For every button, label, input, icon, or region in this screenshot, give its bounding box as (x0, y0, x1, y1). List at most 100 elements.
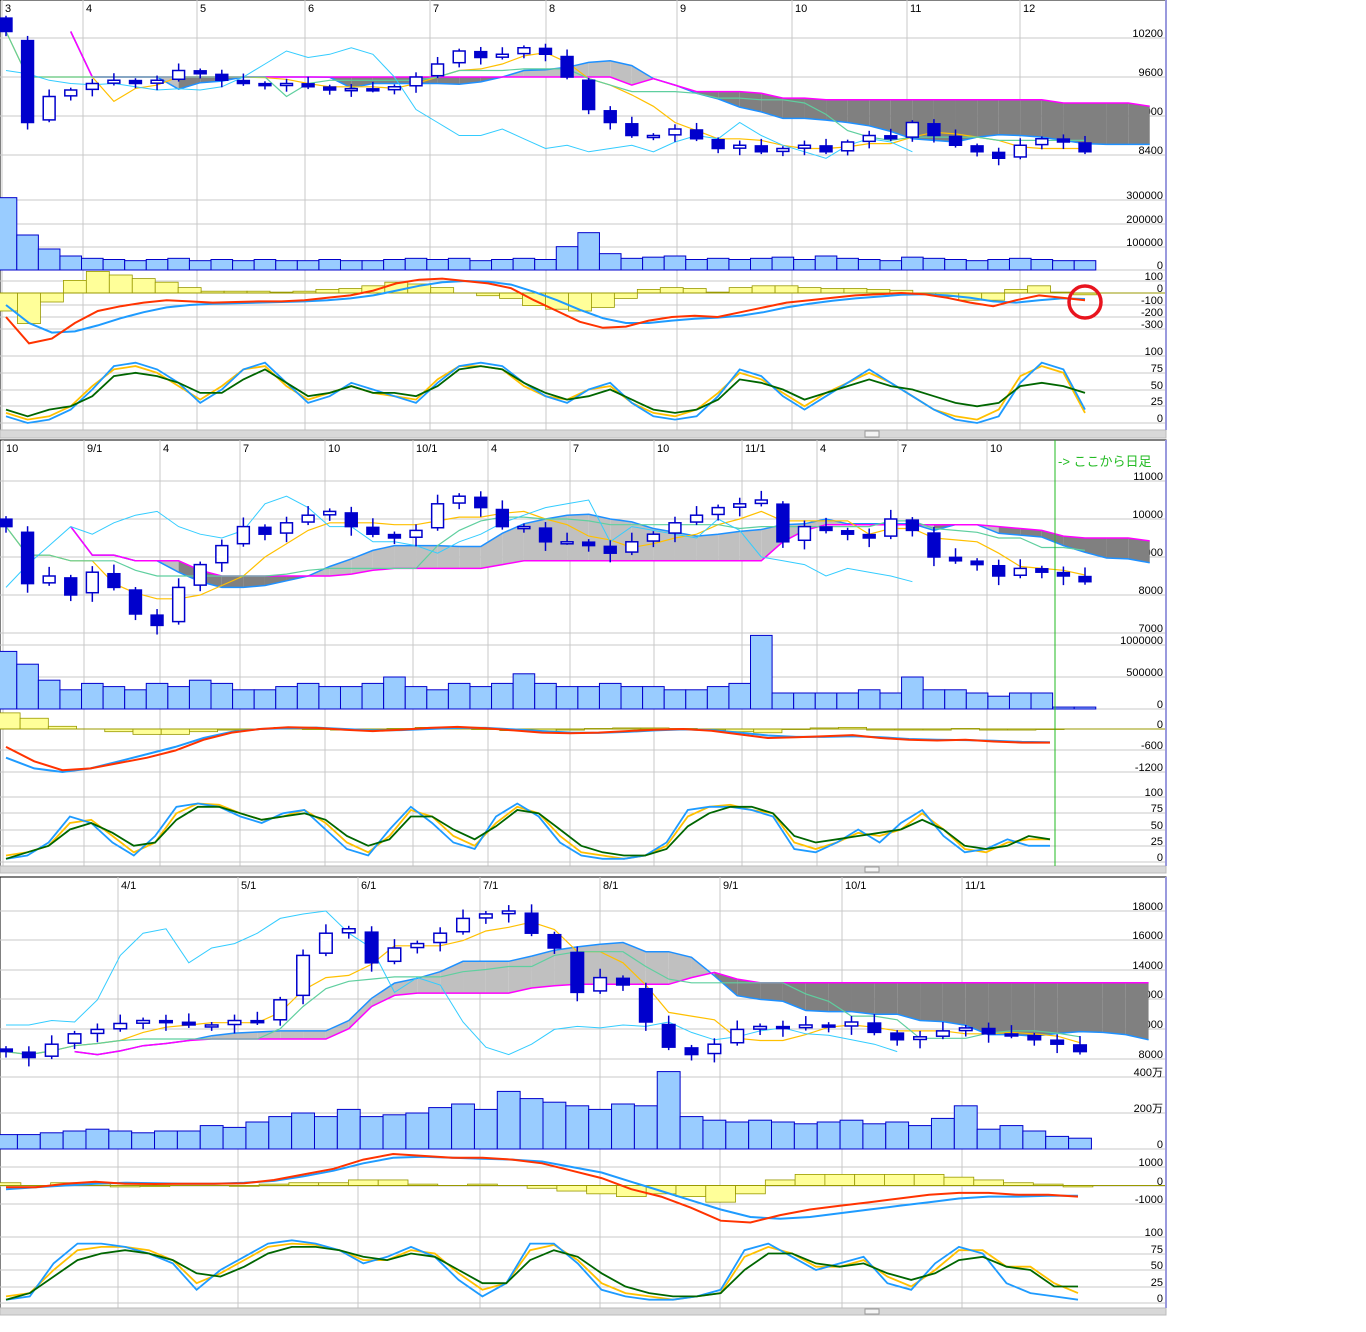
candle-body (821, 1024, 836, 1028)
slow-d-line (5, 805, 1051, 860)
candle-body (668, 522, 682, 534)
candlestick (433, 927, 448, 952)
candlestick (733, 140, 747, 156)
axis-tick-label: -600 (1141, 740, 1163, 752)
candlestick (711, 504, 725, 521)
volume-bar (426, 689, 449, 710)
date-label: 12 (1023, 3, 1035, 15)
candle-body (495, 508, 510, 528)
candle-body (20, 531, 35, 585)
scrollbar-thumb[interactable] (864, 866, 880, 873)
volume-bar (685, 689, 708, 710)
cloud-segment (502, 523, 524, 565)
candlestick (517, 45, 531, 59)
cloud-segment (1034, 982, 1058, 1037)
axis-tick-label: 200万 (1134, 1103, 1163, 1115)
cloud-segment (897, 982, 921, 1021)
candlestick (970, 143, 984, 157)
kijun-line (5, 31, 1085, 142)
scrollbar-thumb[interactable] (864, 430, 880, 438)
candle-body (90, 1028, 105, 1035)
volume-bar (857, 689, 881, 710)
volume-bar (836, 692, 859, 710)
candlestick (581, 539, 596, 552)
volume-bar (663, 689, 687, 710)
candle-body (136, 1019, 151, 1024)
volume-bar (771, 1121, 795, 1150)
candle-body (215, 73, 229, 82)
volume-bar (359, 1116, 384, 1150)
chikou-line (5, 495, 913, 588)
cloud-segment (965, 982, 989, 1035)
candlestick (366, 81, 380, 93)
date-label: 6/1 (361, 880, 376, 892)
scrollbar-thumb[interactable] (864, 1308, 880, 1315)
stoch-d-line (5, 1242, 1079, 1301)
stoch-k-line (5, 1239, 1079, 1301)
volume-bar (598, 253, 622, 271)
volume-bar (702, 1119, 727, 1150)
volume-bar (725, 1121, 750, 1150)
cloud-segment (372, 545, 395, 571)
candle-body (193, 563, 207, 586)
cloud-segment (988, 982, 1012, 1035)
volume-bar (793, 692, 816, 710)
cloud-segment (243, 576, 265, 588)
axis-tick-label: 8400 (1139, 145, 1163, 157)
axis-tick-label: 100000 (1126, 237, 1163, 249)
volume-bar (642, 686, 665, 710)
candle-body (21, 1051, 36, 1059)
cloud-segment (668, 951, 692, 985)
cloud-segment (1057, 982, 1080, 1034)
candle-body (1050, 1039, 1065, 1045)
candle-body (840, 141, 855, 152)
volume-bar (81, 682, 104, 710)
horizontal-scrollbar[interactable] (0, 1307, 1167, 1316)
volume-bar (336, 1108, 361, 1150)
volume-bar (987, 695, 1010, 710)
candlestick (236, 517, 251, 547)
volume-bar (469, 686, 493, 710)
candlestick (1013, 559, 1027, 579)
candlestick (344, 84, 358, 97)
candle-body (538, 47, 553, 56)
candle-body (905, 121, 920, 138)
candle-body (1013, 567, 1027, 576)
candlestick (862, 528, 876, 548)
axis-tick-label: 100 (1145, 271, 1163, 283)
candlestick (991, 559, 1006, 586)
macd-histogram-bar (131, 278, 156, 294)
candlestick (1027, 1032, 1042, 1046)
candle-body (455, 917, 471, 933)
candlestick (754, 490, 768, 507)
candle-body (42, 575, 56, 584)
cloud-segment (1085, 103, 1107, 145)
candle-body (819, 145, 833, 153)
macd-histogram-bar (981, 292, 1006, 301)
volume-bar (383, 676, 406, 710)
cloud-segment (782, 98, 805, 119)
candlestick (474, 46, 488, 65)
candlestick (798, 1016, 813, 1031)
candlestick (387, 531, 402, 545)
candlestick (150, 609, 164, 635)
volume-bar (793, 1123, 818, 1150)
candlestick (128, 78, 143, 89)
volume-bar (0, 650, 18, 710)
cloud-segment (1128, 103, 1150, 145)
candle-body (279, 82, 294, 87)
candlestick (753, 1023, 768, 1036)
candle-body (991, 151, 1006, 159)
horizontal-scrollbar[interactable] (0, 429, 1167, 439)
axis-tick-label: 0 (1157, 283, 1163, 295)
stoch-k-line (5, 802, 1050, 860)
macd-histogram-bar (338, 288, 363, 294)
candle-body (776, 147, 790, 153)
cloud-segment (977, 99, 999, 138)
candle-body (538, 527, 553, 543)
candlestick (581, 77, 596, 115)
horizontal-scrollbar[interactable] (0, 865, 1167, 874)
candle-body (344, 87, 358, 92)
volume-bar (102, 259, 126, 271)
cloud-segment (459, 546, 481, 569)
